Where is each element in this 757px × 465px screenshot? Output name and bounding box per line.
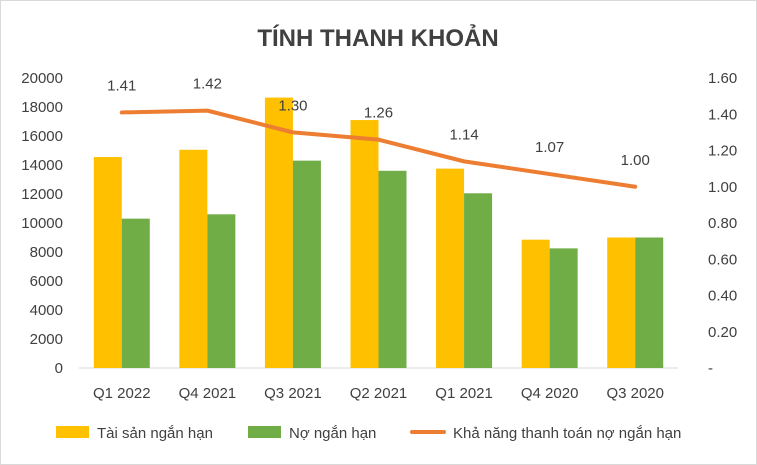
plot-area: 0 2000 4000 6000 8000 10000 12000 14000 16000 180…: [21, 70, 737, 402]
y-right-tick-label: 1.00: [708, 179, 737, 196]
line-kha-nang-thanh-toan: [119, 108, 638, 189]
bar-no-ngan-han: [635, 237, 664, 368]
y-left-tick-label: 0: [55, 360, 63, 377]
y-left-tick-label: 8000: [30, 244, 63, 261]
legend-swatch: [56, 426, 89, 438]
y-left-tick-label: 10000: [21, 215, 63, 232]
legend-label: Khả năng thanh toán nợ ngắn hạn: [453, 425, 681, 442]
x-tick-label: Q4 2021: [179, 385, 237, 402]
legend-swatch: [248, 426, 281, 438]
x-tick-label: Q1 2021: [435, 385, 493, 402]
line-data-label: 1.14: [449, 126, 478, 143]
bar-tai-san-ngan-han: [93, 157, 122, 368]
line-data-label: 1.30: [278, 97, 307, 114]
y-right-tick-label: 0.40: [708, 288, 737, 305]
legend-item-no-ngan-han: Nợ ngắn hạn: [248, 425, 376, 442]
y-right-tick-label: 0.60: [708, 251, 737, 268]
y-right-tick-label: 1.20: [708, 143, 737, 160]
y-left-tick-label: 4000: [30, 302, 63, 319]
bar-tai-san-ngan-han: [607, 237, 636, 368]
legend: Tài sản ngắn hạn Nợ ngắn hạn Khả năng than…: [56, 425, 681, 442]
y-left-tick-label: 14000: [21, 157, 63, 174]
line-data-label: 1.42: [193, 76, 222, 93]
y-right-tick-label: 1.40: [708, 106, 737, 123]
legend-item-tai-san-ngan-han: Tài sản ngắn hạn: [56, 425, 213, 442]
x-tick-label: Q2 2021: [350, 385, 408, 402]
y-right-tick-label: 0.80: [708, 215, 737, 232]
legend-label: Nợ ngắn hạn: [289, 425, 376, 442]
y-left-tick-label: 12000: [21, 186, 63, 203]
bar-tai-san-ngan-han: [521, 239, 550, 368]
y-right-tick-label: 1.60: [708, 70, 737, 87]
bar-no-ngan-han: [121, 218, 150, 368]
y-left-tick-label: 2000: [30, 331, 63, 348]
bar-no-ngan-han: [292, 160, 321, 368]
bar-tai-san-ngan-han: [436, 168, 465, 368]
x-tick-label: Q3 2021: [264, 385, 322, 402]
x-tick-label: Q1 2022: [93, 385, 151, 402]
legend-item-kha-nang-thanh-toan: Khả năng thanh toán nợ ngắn hạn: [410, 425, 681, 442]
y-right-tick-label: 0.20: [708, 324, 737, 341]
bar-tai-san-ngan-han: [179, 149, 208, 368]
y-left-tick-label: 6000: [30, 273, 63, 290]
bar-no-ngan-han: [378, 170, 407, 368]
bar-no-ngan-han: [549, 248, 578, 368]
line-data-label: 1.00: [621, 152, 650, 169]
y-left-tick-label: 18000: [21, 99, 63, 116]
line-data-label: 1.41: [107, 77, 136, 94]
line-data-label: 1.07: [535, 139, 564, 156]
chart-title: TÍNH THANH KHOẢN: [257, 23, 498, 52]
y-left-tick-label: 16000: [21, 128, 63, 145]
line-data-label: 1.26: [364, 105, 393, 122]
bar-no-ngan-han: [207, 214, 236, 368]
y-left-tick-label: 20000: [21, 70, 63, 87]
bar-no-ngan-han: [464, 193, 493, 368]
x-tick-label: Q4 2020: [521, 385, 579, 402]
bar-tai-san-ngan-han: [350, 120, 379, 368]
bar-tai-san-ngan-han: [264, 97, 293, 368]
x-tick-label: Q3 2020: [606, 385, 664, 402]
y-right-tick-label: -: [708, 360, 713, 377]
legend-label: Tài sản ngắn hạn: [97, 425, 213, 442]
